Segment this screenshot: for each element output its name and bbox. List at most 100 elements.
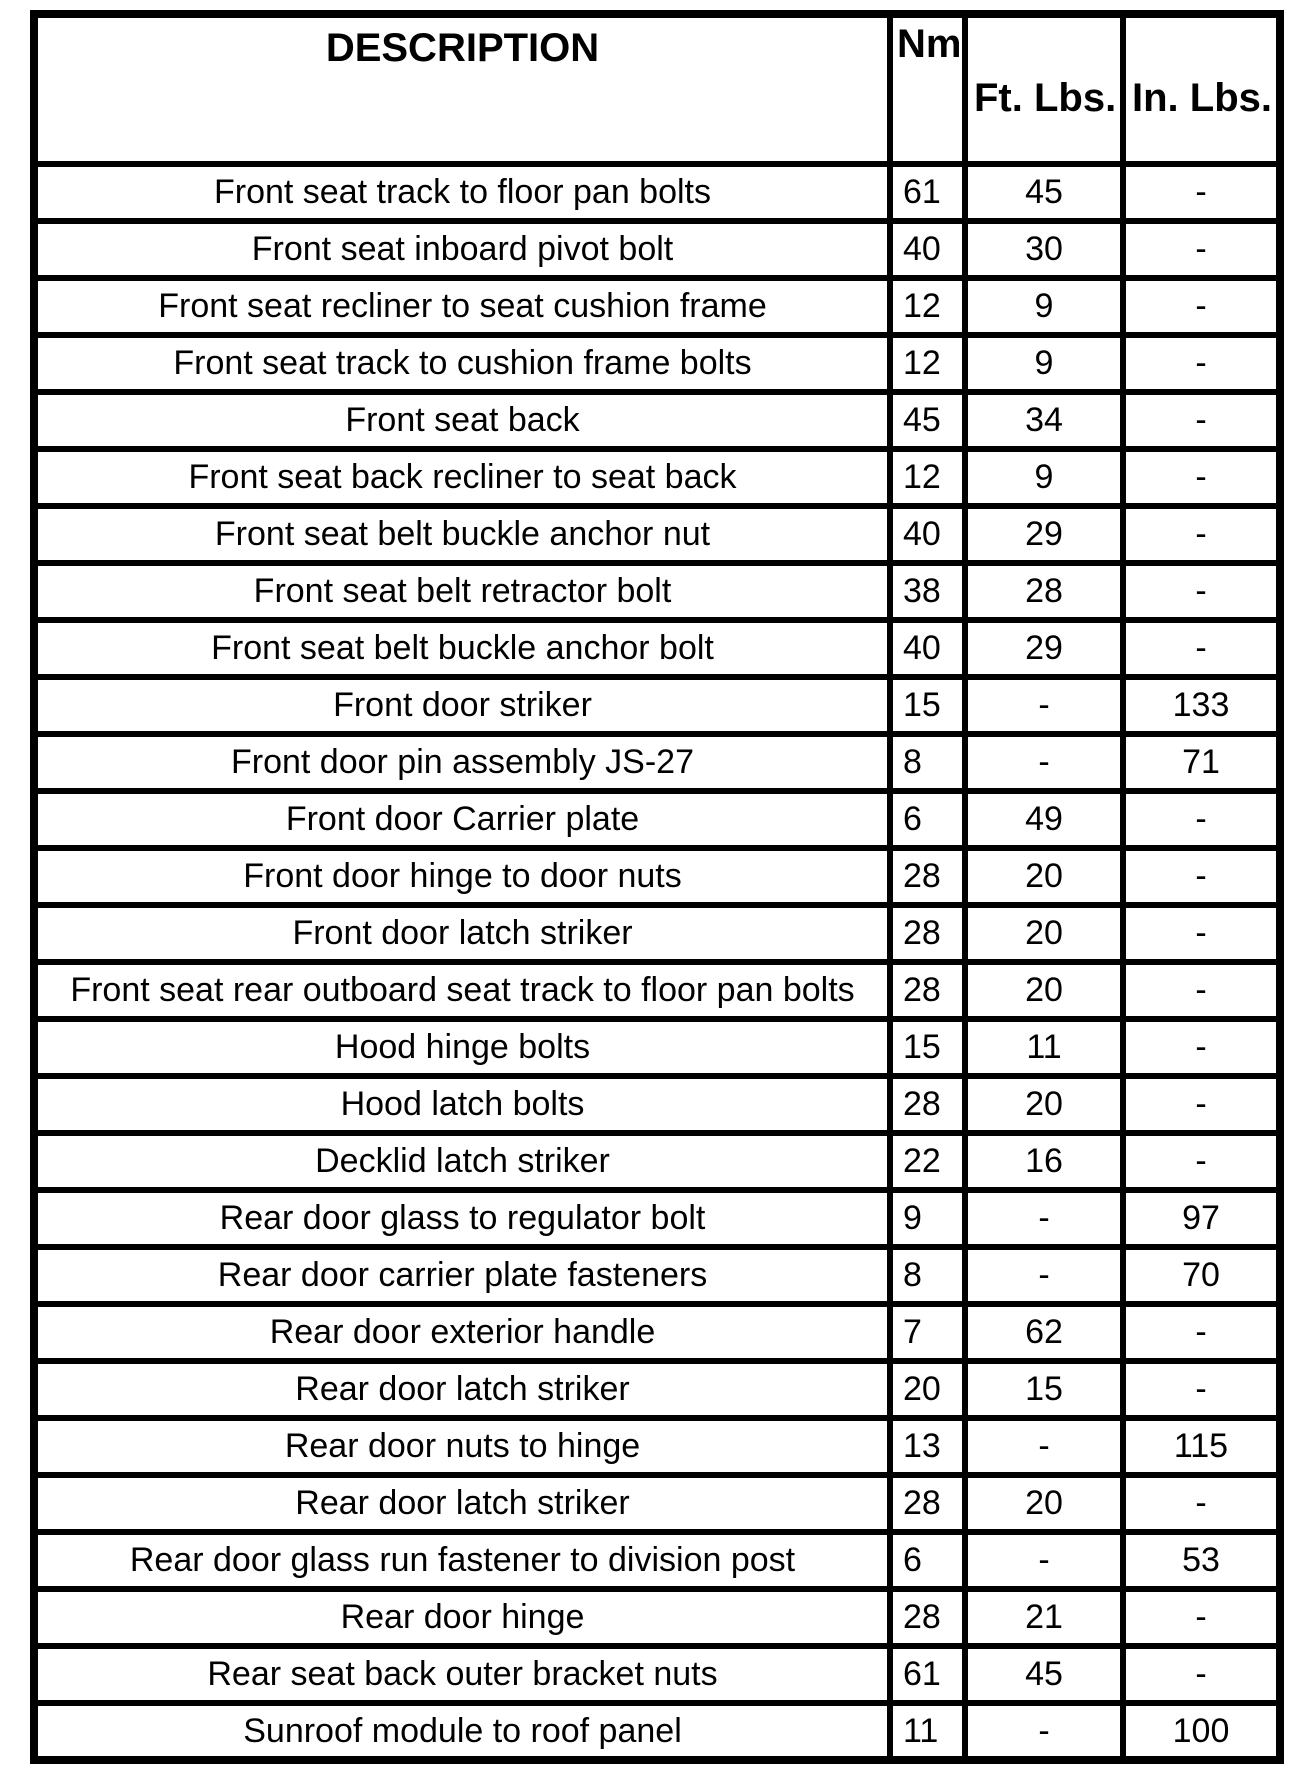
table-row: Front door pin assembly JS-27 8 - 71 xyxy=(31,731,1283,794)
in-lbs-cell: - xyxy=(1120,560,1283,623)
nm-cell: 20 xyxy=(887,1358,968,1421)
ft-lbs-cell: 20 xyxy=(962,959,1126,1022)
description-cell: Front seat track to cushion frame bolts xyxy=(31,332,893,395)
in-lbs-cell: - xyxy=(1120,1586,1283,1649)
in-lbs-cell: 97 xyxy=(1120,1187,1283,1250)
in-lbs-cell: - xyxy=(1120,332,1283,395)
in-lbs-cell: 115 xyxy=(1120,1415,1283,1478)
nm-cell: 38 xyxy=(887,560,968,623)
table-row: Front seat back recliner to seat back 12… xyxy=(31,446,1283,509)
description-cell: Rear seat back outer bracket nuts xyxy=(31,1643,893,1706)
nm-cell: 28 xyxy=(887,845,968,908)
ft-lbs-cell: 45 xyxy=(962,1643,1126,1706)
description-cell: Front seat back recliner to seat back xyxy=(31,446,893,509)
ft-lbs-cell: 16 xyxy=(962,1130,1126,1193)
col-header-description: DESCRIPTION xyxy=(31,11,893,167)
ft-lbs-cell: 20 xyxy=(962,845,1126,908)
in-lbs-cell: 53 xyxy=(1120,1529,1283,1592)
description-cell: Front seat belt buckle anchor bolt xyxy=(31,617,893,680)
description-cell: Decklid latch striker xyxy=(31,1130,893,1193)
nm-cell: 28 xyxy=(887,959,968,1022)
table-row: Front seat track to floor pan bolts 61 4… xyxy=(31,161,1283,224)
nm-cell: 40 xyxy=(887,617,968,680)
in-lbs-cell: - xyxy=(1120,161,1283,224)
ft-lbs-cell: - xyxy=(962,674,1126,737)
ft-lbs-cell: 29 xyxy=(962,617,1126,680)
nm-cell: 8 xyxy=(887,1244,968,1307)
ft-lbs-cell: 9 xyxy=(962,332,1126,395)
ft-lbs-cell: 28 xyxy=(962,560,1126,623)
in-lbs-cell: - xyxy=(1120,1472,1283,1535)
ft-lbs-cell: 49 xyxy=(962,788,1126,851)
description-cell: Front seat rear outboard seat track to f… xyxy=(31,959,893,1022)
ft-lbs-cell: 20 xyxy=(962,902,1126,965)
description-cell: Front seat inboard pivot bolt xyxy=(31,218,893,281)
nm-cell: 12 xyxy=(887,332,968,395)
nm-cell: 28 xyxy=(887,1586,968,1649)
nm-cell: 12 xyxy=(887,275,968,338)
description-cell: Rear door glass to regulator bolt xyxy=(31,1187,893,1250)
in-lbs-cell: - xyxy=(1120,218,1283,281)
description-cell: Hood latch bolts xyxy=(31,1073,893,1136)
torque-spec-table: DESCRIPTION Nm Ft. Lbs. In. Lbs. Front s… xyxy=(30,10,1284,1764)
description-cell: Hood hinge bolts xyxy=(31,1016,893,1079)
nm-cell: 40 xyxy=(887,503,968,566)
ft-lbs-cell: 30 xyxy=(962,218,1126,281)
table-row: Front seat rear outboard seat track to f… xyxy=(31,959,1283,1022)
in-lbs-cell: - xyxy=(1120,275,1283,338)
table-row: Hood latch bolts 28 20 - xyxy=(31,1073,1283,1136)
table-row: Rear door carrier plate fasteners 8 - 70 xyxy=(31,1244,1283,1307)
description-cell: Front seat back xyxy=(31,389,893,452)
nm-cell: 6 xyxy=(887,788,968,851)
in-lbs-cell: - xyxy=(1120,1130,1283,1193)
table-row: Front seat belt retractor bolt 38 28 - xyxy=(31,560,1283,623)
description-cell: Front door pin assembly JS-27 xyxy=(31,731,893,794)
table-row: Front seat back 45 34 - xyxy=(31,389,1283,452)
nm-cell: 11 xyxy=(887,1700,968,1763)
nm-cell: 40 xyxy=(887,218,968,281)
in-lbs-cell: - xyxy=(1120,1358,1283,1421)
ft-lbs-cell: 45 xyxy=(962,161,1126,224)
nm-cell: 61 xyxy=(887,161,968,224)
nm-cell: 13 xyxy=(887,1415,968,1478)
description-cell: Front door hinge to door nuts xyxy=(31,845,893,908)
table-row: Front door hinge to door nuts 28 20 - xyxy=(31,845,1283,908)
table-row: Front seat track to cushion frame bolts … xyxy=(31,332,1283,395)
in-lbs-cell: - xyxy=(1120,1301,1283,1364)
ft-lbs-cell: 15 xyxy=(962,1358,1126,1421)
in-lbs-cell: 100 xyxy=(1120,1700,1283,1763)
nm-cell: 9 xyxy=(887,1187,968,1250)
col-header-ft-lbs: Ft. Lbs. xyxy=(962,11,1126,167)
table-row: Front door striker 15 - 133 xyxy=(31,674,1283,737)
table-row: Rear seat back outer bracket nuts 61 45 … xyxy=(31,1643,1283,1706)
table-row: Rear door glass run fastener to division… xyxy=(31,1529,1283,1592)
description-cell: Front seat belt buckle anchor nut xyxy=(31,503,893,566)
table-row: Sunroof module to roof panel 11 - 100 xyxy=(31,1700,1283,1763)
description-cell: Sunroof module to roof panel xyxy=(31,1700,893,1763)
ft-lbs-cell: - xyxy=(962,1244,1126,1307)
ft-lbs-cell: 62 xyxy=(962,1301,1126,1364)
description-cell: Front door latch striker xyxy=(31,902,893,965)
nm-cell: 61 xyxy=(887,1643,968,1706)
table-row: Front seat recliner to seat cushion fram… xyxy=(31,275,1283,338)
in-lbs-cell: 70 xyxy=(1120,1244,1283,1307)
description-cell: Front door Carrier plate xyxy=(31,788,893,851)
in-lbs-cell: - xyxy=(1120,446,1283,509)
col-header-in-lbs: In. Lbs. xyxy=(1120,11,1283,167)
ft-lbs-cell: - xyxy=(962,1700,1126,1763)
description-cell: Rear door latch striker xyxy=(31,1358,893,1421)
table-row: Rear door glass to regulator bolt 9 - 97 xyxy=(31,1187,1283,1250)
ft-lbs-cell: 20 xyxy=(962,1073,1126,1136)
nm-cell: 28 xyxy=(887,1472,968,1535)
description-cell: Front seat track to floor pan bolts xyxy=(31,161,893,224)
ft-lbs-cell: - xyxy=(962,1187,1126,1250)
in-lbs-cell: - xyxy=(1120,1643,1283,1706)
description-cell: Front seat belt retractor bolt xyxy=(31,560,893,623)
ft-lbs-cell: 11 xyxy=(962,1016,1126,1079)
table-row: Front door Carrier plate 6 49 - xyxy=(31,788,1283,851)
in-lbs-cell: - xyxy=(1120,1016,1283,1079)
ft-lbs-cell: 20 xyxy=(962,1472,1126,1535)
ft-lbs-cell: 34 xyxy=(962,389,1126,452)
in-lbs-cell: - xyxy=(1120,788,1283,851)
